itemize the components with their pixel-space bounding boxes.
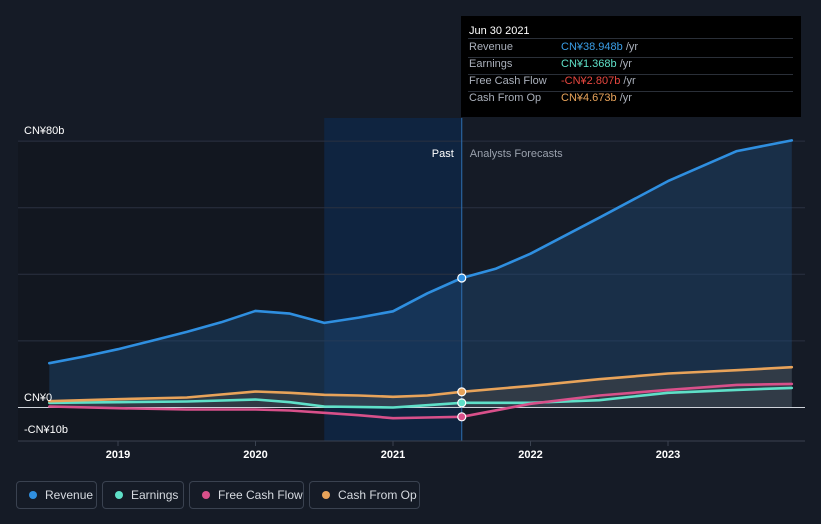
point-cash-from-op bbox=[457, 387, 467, 397]
x-tick-label: 2023 bbox=[656, 449, 680, 461]
legend-item-free-cash-flow[interactable]: Free Cash Flow bbox=[189, 481, 304, 509]
tooltip-value-earnings: CN¥1.368b /yr bbox=[561, 58, 632, 70]
line-revenue bbox=[48, 139, 794, 365]
point-revenue bbox=[457, 273, 467, 283]
tooltip-divider bbox=[468, 91, 793, 92]
forecast-label: Analysts Forecasts bbox=[470, 148, 563, 160]
x-tick-label: 2022 bbox=[518, 449, 542, 461]
point-free-cash-flow bbox=[457, 412, 467, 422]
legend-item-cash-from-op[interactable]: Cash From Op bbox=[309, 481, 420, 509]
tooltip-value-fcf: -CN¥2.807b /yr bbox=[561, 75, 636, 87]
past-label: Past bbox=[432, 148, 454, 160]
legend-item-revenue[interactable]: Revenue bbox=[16, 481, 97, 509]
x-tick-label: 2019 bbox=[106, 449, 130, 461]
area-revenue bbox=[49, 140, 792, 408]
line-free-cash-flow bbox=[48, 382, 794, 420]
legend-item-earnings[interactable]: Earnings bbox=[102, 481, 184, 509]
tooltip-label: Free Cash Flow bbox=[469, 75, 547, 87]
tooltip-label: Earnings bbox=[469, 58, 513, 70]
tooltip-divider bbox=[468, 57, 793, 58]
legend-label: Cash From Op bbox=[338, 488, 417, 502]
hover-markers bbox=[457, 273, 467, 422]
tooltip-value-revenue: CN¥38.948b /yr bbox=[561, 41, 639, 53]
legend-label: Free Cash Flow bbox=[218, 488, 303, 502]
legend-dot-icon bbox=[322, 491, 330, 499]
point-earnings bbox=[457, 398, 467, 408]
tooltip-divider bbox=[468, 74, 793, 75]
x-tick-label: 2020 bbox=[243, 449, 267, 461]
y-label-bottom: -CN¥10b bbox=[24, 424, 68, 436]
tooltip-value-cfo: CN¥4.673b /yr bbox=[561, 92, 632, 104]
series-lines bbox=[48, 139, 794, 420]
y-label-zero: CN¥0 bbox=[24, 392, 52, 404]
legend-dot-icon bbox=[202, 491, 210, 499]
line-cash-from-op bbox=[48, 365, 794, 403]
y-label-top: CN¥80b bbox=[24, 125, 64, 137]
x-tick-label: 2021 bbox=[381, 449, 405, 461]
highlight-band bbox=[324, 118, 462, 441]
series-areas bbox=[49, 140, 792, 408]
tooltip-date: Jun 30 2021 bbox=[469, 25, 530, 37]
data-tooltip: Jun 30 2021 Revenue CN¥38.948b /yr Earni… bbox=[461, 16, 801, 117]
legend-label: Revenue bbox=[45, 488, 94, 502]
tooltip-label: Revenue bbox=[469, 41, 514, 53]
line-earnings bbox=[48, 386, 794, 409]
legend-dot-icon bbox=[115, 491, 123, 499]
tooltip-divider bbox=[468, 38, 793, 39]
legend-dot-icon bbox=[29, 491, 37, 499]
area-cash-from-op bbox=[49, 367, 792, 408]
tooltip-label: Cash From Op bbox=[469, 92, 542, 104]
legend-label: Earnings bbox=[131, 488, 179, 502]
x-axis-ticks: 2019 2020 2021 2022 2023 bbox=[106, 441, 680, 461]
